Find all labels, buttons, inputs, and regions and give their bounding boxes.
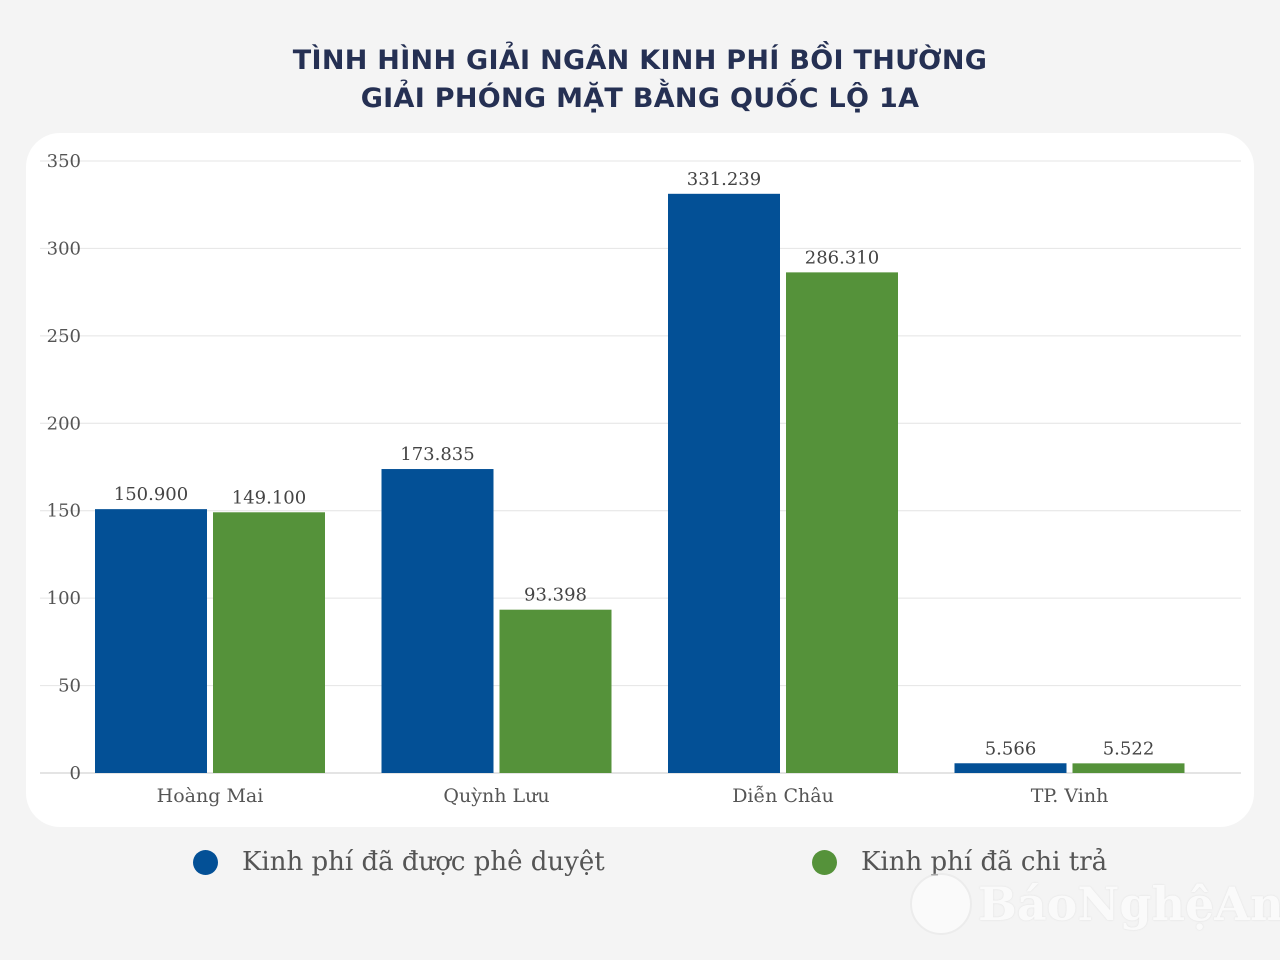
watermark-text: BáoNghệAn bbox=[978, 877, 1280, 931]
watermark: BáoNghệAn bbox=[910, 872, 1280, 936]
watermark-logo-icon bbox=[910, 873, 972, 935]
legend-item-paid: Kinh phí đã chi trả bbox=[812, 842, 1107, 882]
y-tick-label: 350 bbox=[47, 151, 81, 172]
data-label: 331.239 bbox=[687, 169, 761, 190]
bar-paid bbox=[1072, 763, 1185, 773]
chart-title: TÌNH HÌNH GIẢI NGÂN KINH PHÍ BỒI THƯỜNG … bbox=[0, 42, 1280, 118]
data-label: 93.398 bbox=[524, 585, 587, 606]
x-tick-label: TP. Vinh bbox=[1031, 785, 1109, 807]
bar-approved bbox=[381, 469, 494, 773]
bar-paid bbox=[499, 609, 612, 773]
legend-item-approved: Kinh phí đã được phê duyệt bbox=[193, 842, 605, 882]
data-label: 286.310 bbox=[805, 247, 879, 268]
bar-approved bbox=[668, 193, 780, 774]
legend-label-approved: Kinh phí đã được phê duyệt bbox=[242, 847, 605, 877]
legend-marker-approved bbox=[193, 849, 218, 875]
legend-marker-paid bbox=[812, 849, 837, 875]
bar-approved bbox=[954, 763, 1067, 773]
data-label: 150.900 bbox=[114, 484, 188, 505]
y-tick-label: 150 bbox=[47, 501, 81, 522]
chart-title-line-1: TÌNH HÌNH GIẢI NGÂN KINH PHÍ BỒI THƯỜNG bbox=[292, 45, 988, 76]
y-tick-label: 0 bbox=[70, 763, 81, 784]
y-tick-label: 100 bbox=[47, 588, 81, 609]
data-label: 5.522 bbox=[1103, 738, 1155, 759]
y-tick-label: 250 bbox=[47, 326, 81, 347]
y-tick-label: 50 bbox=[58, 676, 81, 697]
legend-label-paid: Kinh phí đã chi trả bbox=[861, 847, 1108, 877]
bar-approved bbox=[95, 509, 207, 773]
bar-paid bbox=[213, 512, 325, 773]
x-tick-label: Hoàng Mai bbox=[157, 785, 264, 807]
chart-title-line-2: GIẢI PHÓNG MẶT BẰNG QUỐC LỘ 1A bbox=[360, 83, 920, 114]
data-label: 149.100 bbox=[232, 487, 306, 508]
bar-paid bbox=[786, 272, 898, 773]
data-label: 5.566 bbox=[985, 738, 1037, 759]
data-label: 173.835 bbox=[400, 444, 474, 465]
y-tick-label: 300 bbox=[47, 238, 81, 259]
x-tick-label: Diễn Châu bbox=[732, 785, 834, 807]
y-tick-label: 200 bbox=[47, 413, 81, 434]
x-tick-label: Quỳnh Lưu bbox=[443, 785, 549, 807]
